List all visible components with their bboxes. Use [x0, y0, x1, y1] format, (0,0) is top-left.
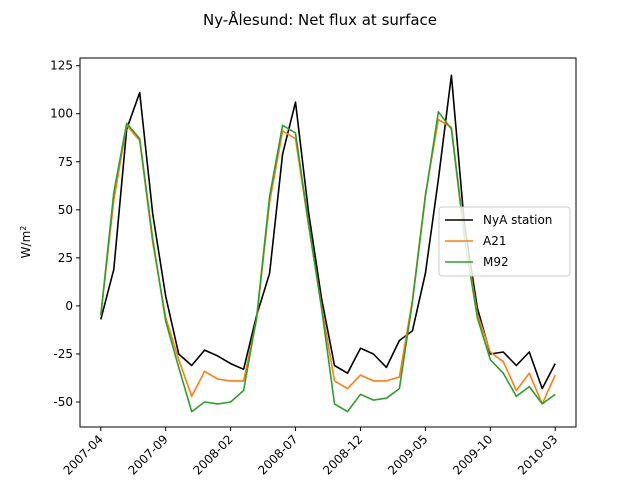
x-tick-label: 2009-05 [385, 432, 430, 477]
x-tick-label: 2008-02 [190, 432, 235, 477]
y-tick-label: 25 [58, 251, 73, 265]
y-tick-label: 100 [50, 107, 73, 121]
y-axis: -50 -25 0 25 50 75 100 125 [50, 59, 80, 409]
legend-label: M92 [483, 255, 509, 269]
series-line-nya-station [100, 74, 556, 390]
y-tick-label: 125 [50, 59, 73, 73]
y-axis-label-sup: 2 [19, 226, 28, 231]
x-tick-label: 2008-07 [255, 432, 300, 477]
legend-box [438, 206, 571, 277]
x-tick-label: 2007-04 [61, 432, 106, 477]
y-tick-label: -50 [53, 395, 73, 409]
series-line-a21 [100, 118, 556, 405]
y-tick-label: -25 [53, 347, 73, 361]
chart-title: Ny-Ålesund: Net flux at surface [203, 10, 437, 29]
x-tick-label: 2010-03 [515, 432, 560, 477]
legend-label: NyA station [483, 213, 552, 227]
y-tick-label: 0 [65, 299, 73, 313]
x-tick-label: 2007-09 [125, 432, 170, 477]
x-tick-label: 2009-10 [450, 432, 495, 477]
y-tick-label: 75 [58, 155, 73, 169]
series-lines [100, 74, 556, 413]
legend: NyA station A21 M92 [438, 206, 571, 277]
plot-frame [79, 57, 577, 428]
x-tick-label: 2008-12 [320, 432, 365, 477]
legend-label: A21 [483, 234, 506, 248]
y-axis-label-base: W/m [19, 231, 33, 259]
y-axis-label: W/m2 [19, 226, 34, 259]
x-axis: 2007-04 2007-09 2008-02 2008-07 2008-12 2009-… [61, 427, 560, 478]
y-tick-label: 50 [58, 203, 73, 217]
series-line-m92 [100, 111, 556, 413]
